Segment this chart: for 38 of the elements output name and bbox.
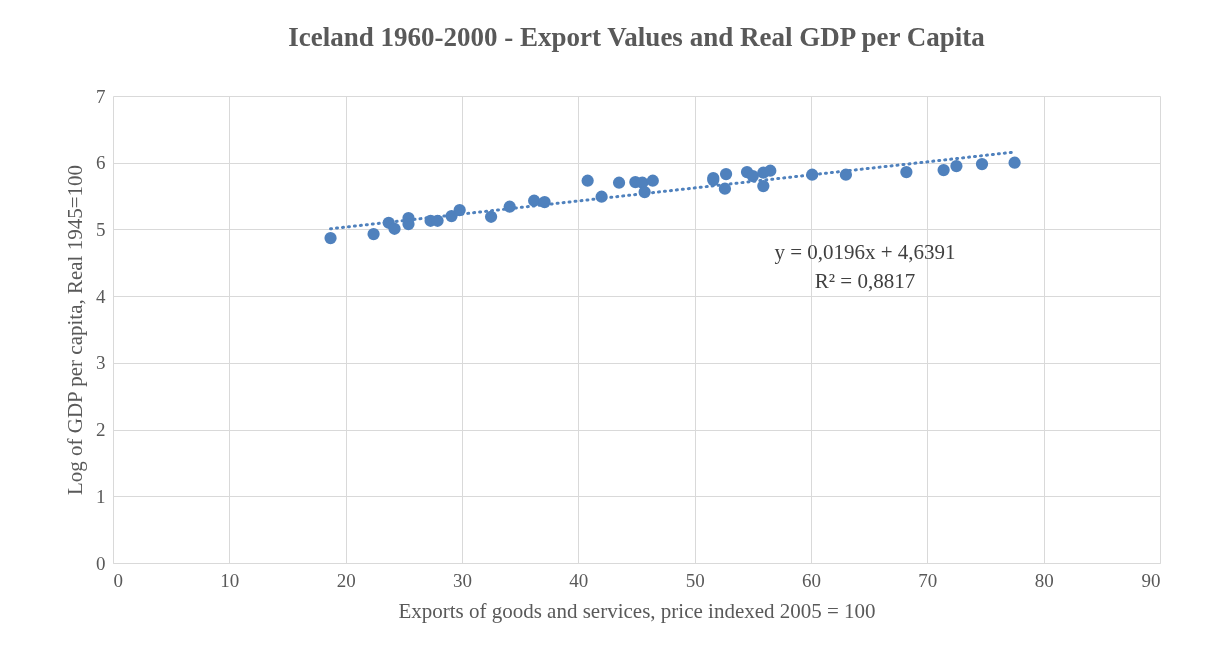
y-tick-label: 5 <box>96 218 106 240</box>
annotation: y = 0,0196x + 4,6391 <box>774 240 956 264</box>
x-tick-label: 70 <box>918 569 938 591</box>
point <box>757 179 770 193</box>
point <box>719 167 733 181</box>
point <box>367 227 380 241</box>
point <box>950 159 963 173</box>
y-axis-title: Log of GDP per capita, Real 1945=100 <box>63 164 87 496</box>
y-tick-label: 3 <box>96 352 106 374</box>
x-tick-label: 50 <box>685 569 705 591</box>
x-tick-label: 90 <box>1141 569 1161 591</box>
point <box>937 163 950 177</box>
point <box>581 174 594 187</box>
x-tick-label: 80 <box>1034 569 1054 591</box>
x-tick-label: 40 <box>569 569 589 591</box>
y-tick-label: 1 <box>96 485 106 507</box>
point <box>646 174 659 187</box>
chart-title: Iceland 1960-2000 - Export Values and Real GDP per Capita <box>288 22 986 52</box>
x-axis-title: Exports of goods and services, price indexed 2005 = 100 <box>398 598 876 623</box>
y-tick-label: 6 <box>96 152 106 174</box>
annotation: R² = 0,8817 <box>814 269 916 293</box>
point <box>324 231 337 245</box>
x-tick-label: 30 <box>453 569 472 591</box>
x-tick-label: 60 <box>802 569 821 591</box>
point <box>484 210 498 223</box>
point <box>1008 156 1021 169</box>
point <box>388 222 401 235</box>
y-tick-label: 4 <box>96 285 106 307</box>
y-tick-label: 0 <box>96 552 106 574</box>
x-tick-label: 10 <box>220 569 240 591</box>
x-tick-label: 0 <box>113 569 123 591</box>
x-tick-label: 20 <box>336 569 356 591</box>
point <box>975 157 989 171</box>
point <box>612 176 626 189</box>
point <box>900 165 913 179</box>
y-tick-label: 7 <box>96 85 106 107</box>
y-tick-label: 2 <box>96 419 106 441</box>
point <box>764 164 777 177</box>
